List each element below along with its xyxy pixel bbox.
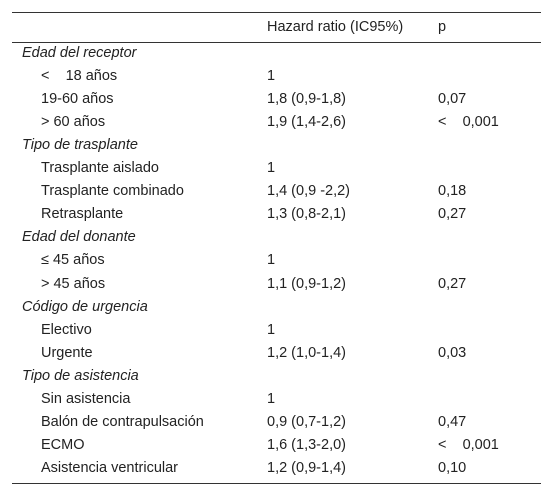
row-label: Urgente <box>41 344 93 361</box>
row-value: 1 <box>267 68 276 85</box>
row-value: 0,9 (0,7-1,2) <box>267 413 346 430</box>
row-value: 1,2 (0,9-1,4) <box>267 459 346 476</box>
row-label: ≤ 45 años <box>41 252 105 269</box>
row-value: 0,03 <box>438 344 467 361</box>
row-value: 1,9 (1,4-2,6) <box>267 114 346 131</box>
row-label: < 18 años <box>41 68 118 85</box>
column-header: p <box>438 19 447 35</box>
row-label: Trasplante combinado <box>41 183 184 200</box>
row-value: 1,8 (0,9-1,8) <box>267 91 346 108</box>
top-rule <box>12 12 541 13</box>
row-value: 0,10 <box>438 459 467 476</box>
row-value: 1,3 (0,8-2,1) <box>267 206 346 223</box>
group-title: Código de urgencia <box>22 298 148 315</box>
row-value: < 0,001 <box>438 436 499 453</box>
row-label: Electivo <box>41 321 92 338</box>
row-label: Trasplante aislado <box>41 160 159 177</box>
row-value: 1,4 (0,9 -2,2) <box>267 183 351 200</box>
row-label: ECMO <box>41 436 85 453</box>
row-value: 1 <box>267 160 276 177</box>
row-value: 1,6 (1,3-2,0) <box>267 436 346 453</box>
header-rule <box>12 42 541 43</box>
row-label: Asistencia ventricular <box>41 459 178 476</box>
row-value: < 0,001 <box>438 114 499 131</box>
row-value: 1,1 (0,9-1,2) <box>267 275 346 292</box>
row-value: 0,18 <box>438 183 467 200</box>
group-title: Tipo de asistencia <box>22 367 139 384</box>
row-label: > 45 años <box>41 275 106 292</box>
row-label: Retrasplante <box>41 206 124 223</box>
row-value: 0,47 <box>438 413 467 430</box>
row-value: 1 <box>267 252 276 269</box>
row-value: 1 <box>267 390 276 407</box>
column-header: Hazard ratio (IC95%) <box>267 19 404 35</box>
row-value: 0,27 <box>438 206 467 223</box>
row-value: 0,07 <box>438 91 467 108</box>
row-value: 1,2 (1,0-1,4) <box>267 344 346 361</box>
row-label: Sin asistencia <box>41 390 131 407</box>
bottom-rule <box>12 482 541 484</box>
group-title: Edad del receptor <box>22 45 137 61</box>
group-title: Edad del donante <box>22 229 136 246</box>
row-value: 1 <box>267 321 276 338</box>
row-label: Balón de contrapulsación <box>41 413 204 430</box>
row-label: > 60 años <box>41 114 106 131</box>
row-value: 0,27 <box>438 275 467 292</box>
group-title: Tipo de trasplante <box>22 137 138 154</box>
row-label: 19-60 años <box>41 91 114 108</box>
